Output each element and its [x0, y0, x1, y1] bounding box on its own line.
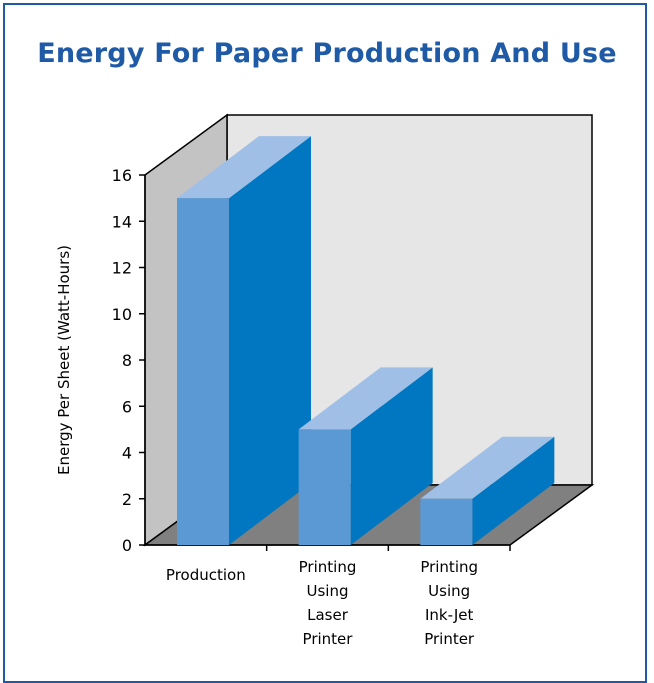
y-tick-label: 0 — [122, 536, 132, 555]
y-tick-label: 8 — [122, 351, 132, 370]
bar-side — [350, 367, 433, 545]
bar — [420, 498, 473, 545]
bar-top — [298, 367, 433, 430]
x-tick-label: Production — [166, 566, 246, 584]
x-tick-label-line: Using — [428, 582, 470, 600]
bar-top — [177, 136, 311, 199]
bar — [298, 429, 351, 545]
y-tick-label: 12 — [112, 259, 132, 278]
x-tick-label-line: Printer — [303, 630, 354, 648]
x-tick-label-line: Using — [307, 582, 349, 600]
y-tick-label: 6 — [122, 397, 132, 416]
x-tick-label-line: Printing — [299, 558, 357, 576]
chart-labels: 0 2 4 6 8 10 12 14 16 Energy Per Sheet (Watt-Hour… — [55, 166, 478, 648]
bar-side — [472, 436, 555, 545]
x-tick-label: Printing Using Laser Printer — [299, 558, 357, 648]
y-tick-label: 4 — [122, 444, 132, 463]
bar-top — [420, 436, 555, 499]
x-tick-label-line: Production — [166, 566, 246, 584]
y-axis-title: Energy Per Sheet (Watt-Hours) — [55, 245, 73, 475]
bar-side — [229, 136, 311, 545]
x-tick-label-line: Ink-Jet — [425, 606, 474, 624]
x-tick-label-line: Laser — [307, 606, 349, 624]
bar — [177, 198, 229, 545]
chart-bars — [177, 136, 555, 545]
chart-title: Energy For Paper Production And Use — [37, 38, 617, 69]
y-tick-label: 2 — [122, 490, 132, 509]
y-tick-label: 14 — [112, 212, 132, 231]
x-tick-label-line: Printing — [420, 558, 478, 576]
y-tick-label: 10 — [112, 305, 132, 324]
x-tick-label: Printing Using Ink-Jet Printer — [420, 558, 478, 648]
y-tick-label: 16 — [112, 166, 132, 185]
x-tick-label-line: Printer — [424, 630, 475, 648]
